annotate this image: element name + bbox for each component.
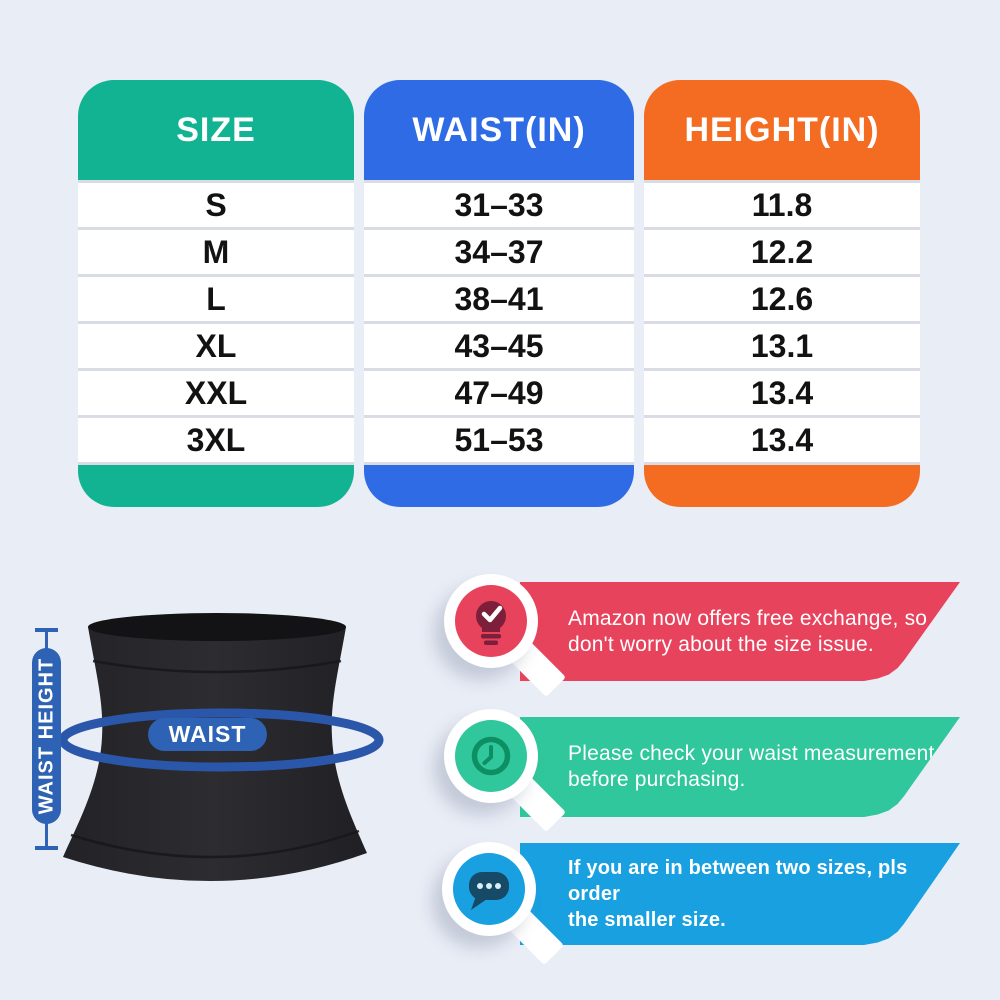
trainer-opening xyxy=(88,613,346,641)
cell-height: 13.4 xyxy=(644,415,920,462)
cell-height: 13.1 xyxy=(644,321,920,368)
callout-text: the smaller size. xyxy=(568,909,726,931)
callout-text: Please check your waist measurement xyxy=(568,742,935,765)
cell-waist: 51–53 xyxy=(364,415,634,462)
cell-height: 12.2 xyxy=(644,227,920,274)
callout-banner-measure: Please check your waist measurement befo… xyxy=(520,717,960,817)
cell-size: 3XL xyxy=(78,415,354,462)
measure-cap-bottom xyxy=(35,846,58,850)
cell-size: M xyxy=(78,227,354,274)
lightbulb-check-icon xyxy=(455,585,527,657)
measure-cap-top xyxy=(35,628,58,632)
callout-text: If you are in between two sizes, pls ord… xyxy=(568,857,908,905)
cell-waist: 34–37 xyxy=(364,227,634,274)
cell-waist: 31–33 xyxy=(364,180,634,227)
cell-height: 13.4 xyxy=(644,368,920,415)
callout-text: before purchasing. xyxy=(568,768,746,791)
column-header-waist: WAIST(IN) xyxy=(364,80,634,180)
chat-dots-icon xyxy=(453,853,525,925)
table-footer-cap xyxy=(644,462,920,507)
callout-banner-between-sizes: If you are in between two sizes, pls ord… xyxy=(520,843,960,945)
waist-measure-ellipse xyxy=(58,708,384,772)
trainer-body xyxy=(63,627,367,882)
cell-size: L xyxy=(78,274,354,321)
waist-height-label: WAIST HEIGHT xyxy=(35,657,57,815)
column-header-size: SIZE xyxy=(78,80,354,180)
cell-waist: 43–45 xyxy=(364,321,634,368)
cell-waist: 47–49 xyxy=(364,368,634,415)
cell-size: XXL xyxy=(78,368,354,415)
table-footer-cap xyxy=(78,462,354,507)
cell-size: S xyxy=(78,180,354,227)
clock-icon xyxy=(455,720,527,792)
trainer-bottom-seam xyxy=(70,829,360,859)
callout-banner-exchange: Amazon now offers free exchange, so don'… xyxy=(520,582,960,681)
table-footer-cap xyxy=(364,462,634,507)
trainer-top-seam xyxy=(92,659,342,674)
size-chart-table: SIZE WAIST(IN) HEIGHT(IN) S 31–33 11.8 M… xyxy=(78,80,920,507)
cell-size: XL xyxy=(78,321,354,368)
waist-height-label-pill: WAIST HEIGHT xyxy=(32,648,61,824)
cell-waist: 38–41 xyxy=(364,274,634,321)
callout-text: don't worry about the size issue. xyxy=(568,632,874,656)
column-header-height: HEIGHT(IN) xyxy=(644,80,920,180)
waist-trainer-illustration xyxy=(58,613,384,882)
cell-height: 12.6 xyxy=(644,274,920,321)
waist-label-pill: WAIST xyxy=(148,718,267,751)
callout-text: Amazon now offers free exchange, so xyxy=(568,606,928,630)
cell-height: 11.8 xyxy=(644,180,920,227)
